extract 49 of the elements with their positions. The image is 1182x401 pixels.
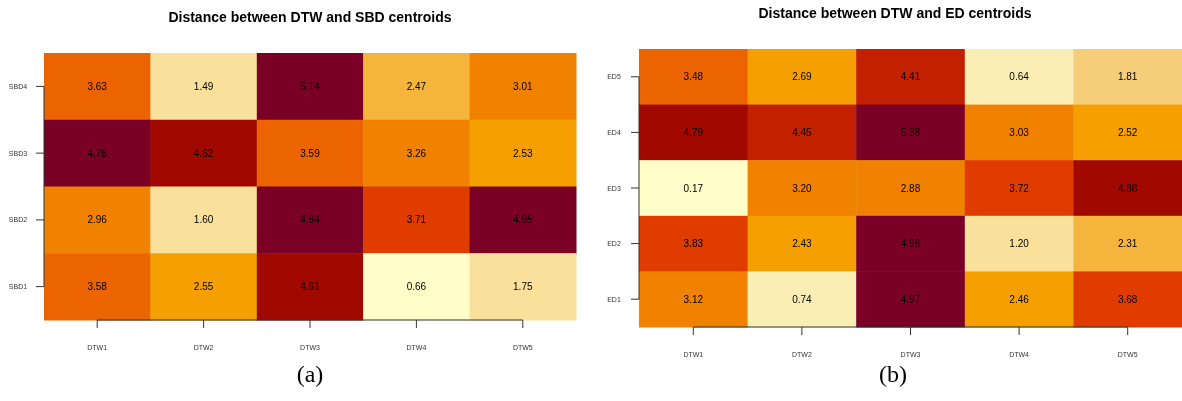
data-label: 2.43 (792, 238, 813, 250)
data-label: 3.72 (1009, 182, 1030, 194)
data-label: 2.31 (1117, 238, 1138, 250)
data-label: 0.17 (683, 182, 704, 194)
data-label: 0.74 (792, 293, 813, 305)
data-label: 5.38 (900, 126, 921, 138)
data-label: 1.20 (1009, 238, 1030, 250)
data-label: 4.88 (1117, 182, 1138, 194)
data-label: 4.95 (513, 214, 533, 226)
data-label: 4.79 (683, 126, 704, 138)
text: (a) (296, 361, 324, 387)
data-label: 4.78 (87, 147, 108, 159)
data-label: 3.63 (87, 80, 108, 92)
data-label: 4.84 (300, 214, 321, 226)
data-label: 3.71 (406, 214, 427, 226)
data-label: 4.61 (300, 281, 321, 293)
data-label: 3.12 (683, 293, 704, 305)
data-label: 3.68 (1117, 293, 1138, 305)
chart-title: Distance between DTW and SBD centroids (168, 9, 452, 25)
data-label: 1.81 (1117, 71, 1138, 83)
chart-title: Distance between DTW and ED centroids (758, 5, 1032, 21)
data-label: 3.01 (513, 80, 533, 92)
data-label: 4.97 (900, 293, 921, 305)
data-label: 3.26 (406, 147, 427, 159)
data-label: 1.75 (513, 281, 533, 293)
data-label: 5.14 (300, 80, 321, 92)
data-label: 3.48 (683, 71, 704, 83)
data-label: 4.45 (792, 126, 813, 138)
data-label: 2.47 (406, 80, 427, 92)
data-label: 0.66 (406, 281, 427, 293)
data-label: 2.46 (1009, 293, 1030, 305)
data-label: 2.53 (513, 147, 533, 159)
text: (b) (879, 361, 907, 387)
data-label: 2.96 (87, 214, 108, 226)
data-label: 3.20 (792, 182, 813, 194)
data-label: 2.52 (1117, 126, 1138, 138)
data-label: 1.60 (193, 214, 214, 226)
data-label: 3.03 (1009, 126, 1030, 138)
data-label: 4.96 (900, 238, 921, 250)
data-label: 2.69 (792, 71, 813, 83)
data-label: 2.88 (900, 182, 921, 194)
data-label: 3.83 (683, 238, 704, 250)
data-label: 4.62 (193, 147, 214, 159)
data-label: 3.59 (300, 147, 321, 159)
data-label: 2.55 (193, 281, 214, 293)
data-label: 4.41 (900, 71, 921, 83)
data-label: 3.58 (87, 281, 108, 293)
data-label: 1.49 (193, 80, 214, 92)
data-label: 0.64 (1009, 71, 1030, 83)
